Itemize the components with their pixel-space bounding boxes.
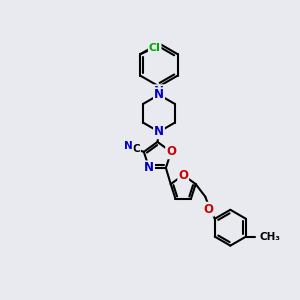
Text: N: N: [154, 85, 164, 98]
Text: N: N: [124, 141, 133, 151]
Text: O: O: [204, 203, 214, 216]
Text: N: N: [144, 161, 154, 174]
Text: N: N: [154, 88, 164, 101]
Text: Cl: Cl: [149, 43, 161, 52]
Text: N: N: [154, 125, 164, 138]
Text: O: O: [166, 145, 176, 158]
Text: O: O: [178, 169, 188, 182]
Text: CH₃: CH₃: [259, 232, 280, 242]
Text: C: C: [132, 144, 140, 154]
